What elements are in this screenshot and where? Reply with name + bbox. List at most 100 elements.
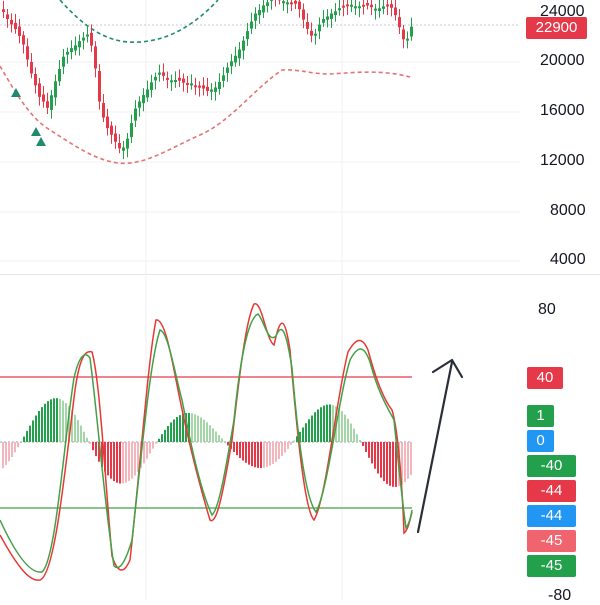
histogram-bar — [203, 420, 205, 442]
price-axis-label: 4000 — [550, 251, 600, 269]
histogram-bar — [371, 442, 373, 463]
histogram-bar — [239, 442, 241, 458]
histogram-bar — [263, 442, 265, 468]
price-axis-label: 8000 — [550, 202, 600, 220]
histogram-bar — [389, 442, 391, 486]
histogram-bar — [83, 432, 85, 442]
histogram-bar — [158, 439, 160, 442]
histogram-bar — [236, 442, 238, 455]
histogram-bar — [173, 419, 175, 442]
histogram-bar — [200, 417, 202, 442]
histogram-bar — [221, 438, 223, 442]
histogram-bar — [92, 442, 94, 450]
histogram-bar — [11, 442, 13, 457]
histogram-bar — [56, 398, 58, 442]
histogram-bar — [152, 442, 154, 449]
histogram-bar — [383, 442, 385, 481]
level-badge-oversold: -40 — [527, 455, 576, 477]
histogram-bar — [194, 414, 196, 442]
histogram-bar — [329, 404, 331, 442]
indicator-axis-label: 80 — [538, 301, 600, 319]
histogram-bar — [74, 415, 76, 442]
histogram-bar — [410, 442, 412, 475]
histogram-bar — [314, 412, 316, 442]
histogram-bar — [191, 413, 193, 442]
histogram-bar — [161, 434, 163, 442]
histogram-bar — [290, 442, 292, 445]
histogram-bar — [380, 442, 382, 478]
histogram-bar — [77, 420, 79, 442]
histogram-bar — [281, 442, 283, 456]
histogram-bar — [374, 442, 376, 469]
histogram-bar — [113, 442, 115, 481]
histogram-bar — [377, 442, 379, 473]
histogram-bar — [8, 442, 10, 461]
histogram-bar — [311, 416, 313, 442]
histogram-bar — [212, 428, 214, 442]
histogram-bar — [38, 411, 40, 442]
histogram-bar — [320, 407, 322, 442]
histogram-bar — [254, 442, 256, 467]
histogram-bar — [131, 442, 133, 479]
histogram-bar — [107, 442, 109, 475]
level-badge-zero: 0 — [527, 430, 554, 452]
histogram-bar — [89, 442, 91, 444]
histogram-bar — [227, 442, 229, 445]
histogram-bar — [86, 438, 88, 442]
histogram-bar — [404, 442, 406, 482]
histogram-bar — [359, 440, 361, 442]
histogram-bar — [170, 422, 172, 442]
histogram-bar — [50, 399, 52, 442]
histogram-bar — [323, 406, 325, 442]
histogram-bar — [80, 426, 82, 442]
histogram-bar — [341, 411, 343, 442]
histogram-bar — [29, 426, 31, 442]
histogram-bar — [350, 423, 352, 442]
histogram-bar — [26, 431, 28, 442]
histogram-bar — [116, 442, 118, 483]
histogram-bar — [143, 442, 145, 463]
histogram-bar — [35, 416, 37, 442]
histogram-bar — [2, 442, 4, 468]
histogram-bar — [275, 442, 277, 462]
price-axis-label: 16000 — [540, 102, 600, 120]
histogram-bar — [257, 442, 259, 468]
histogram-bar — [164, 430, 166, 442]
histogram-bar — [17, 442, 19, 447]
histogram-bar — [122, 442, 124, 483]
level-badge-slow: -44 — [527, 480, 576, 502]
histogram-bar — [284, 442, 286, 453]
histogram-bar — [134, 442, 136, 476]
histogram-bar — [62, 401, 64, 442]
histogram-bar — [305, 423, 307, 442]
histogram-bar — [386, 442, 388, 484]
histogram-bar — [308, 419, 310, 442]
histogram-bar — [20, 442, 22, 443]
histogram-bar — [14, 442, 16, 452]
histogram-bar — [215, 432, 217, 442]
histogram-bar — [149, 442, 151, 454]
histogram-bar — [269, 442, 271, 466]
level-badge-histogram: 1 — [527, 405, 554, 427]
histogram-bar — [167, 426, 169, 442]
histogram-bar — [176, 417, 178, 442]
histogram-bar — [110, 442, 112, 479]
histogram-bar — [407, 442, 409, 479]
histogram-bar — [32, 420, 34, 442]
price-axis-label: 12000 — [540, 152, 600, 170]
histogram-bar — [233, 442, 235, 452]
histogram-bar — [59, 399, 61, 442]
histogram-bar — [197, 416, 199, 442]
histogram-bar — [128, 442, 130, 481]
histogram-bar — [47, 401, 49, 442]
oscillator-fast-line — [0, 314, 412, 572]
level-badge-slow-alt: -45 — [527, 530, 576, 552]
histogram-bar — [44, 404, 46, 442]
histogram-bar — [317, 409, 319, 442]
histogram-bar — [119, 442, 121, 483]
histogram-bar — [41, 407, 43, 442]
histogram-bar — [179, 415, 181, 442]
histogram-bar — [302, 427, 304, 442]
